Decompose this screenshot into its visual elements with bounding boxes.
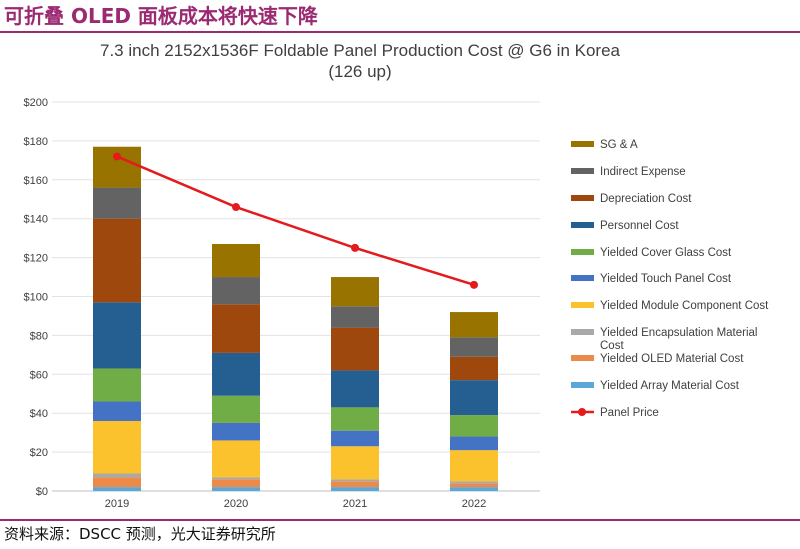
y-axis: $0 $20 $40 $60 $80 $100 $120 $140 $160 $180 $200 — [24, 97, 48, 498]
y-tick-label: $100 — [24, 292, 48, 304]
y-tick-label: $40 — [30, 408, 48, 420]
bar-segment — [212, 304, 260, 353]
chart-title: 7.3 inch 2152x1536F Foldable Panel Produ… — [99, 41, 621, 60]
legend-label: Yielded Cover Glass Cost — [600, 247, 732, 259]
y-tick-label: $20 — [30, 447, 48, 459]
bar-segment — [331, 487, 379, 491]
bar-segment — [212, 440, 260, 478]
line-point — [351, 243, 359, 252]
bar-segment — [212, 422, 260, 441]
bar-segment — [450, 487, 498, 491]
bar-segment — [93, 473, 141, 478]
source-footer: 资料来源：DSCC 预测，光大证券研究所 — [4, 525, 276, 543]
bar-segment — [212, 479, 260, 488]
legend-label: Panel Price — [600, 407, 659, 419]
legend-swatch — [571, 168, 594, 174]
bar-segment — [212, 477, 260, 480]
bar-segment — [450, 337, 498, 357]
bar-segment — [212, 277, 260, 305]
y-tick-label: $140 — [24, 214, 48, 226]
legend-swatch — [571, 141, 594, 147]
bar-segment — [93, 187, 141, 219]
bar-segment — [93, 477, 141, 488]
legend-label: Yielded Encapsulation Material Cost — [600, 327, 757, 352]
bar-segment — [212, 395, 260, 423]
bar-segment — [93, 420, 141, 474]
legend-label: Yielded OLED Material Cost — [600, 353, 744, 365]
y-tick-label: $60 — [30, 369, 48, 381]
bar-segment — [331, 430, 379, 447]
legend-label: SG & A — [600, 139, 638, 151]
bar-segment — [331, 327, 379, 371]
legend-label: Personnel Cost — [600, 220, 679, 232]
panel-price-line — [113, 152, 478, 289]
bar-segment — [331, 407, 379, 431]
bar-segment — [212, 487, 260, 491]
bar-segment — [450, 380, 498, 416]
bar-segment — [450, 450, 498, 482]
bar-segment — [450, 312, 498, 338]
legend-swatch — [571, 275, 594, 281]
legend-label: Yielded Module Component Cost — [600, 300, 769, 312]
legend-label: Indirect Expense — [600, 166, 686, 178]
bar-segment — [331, 370, 379, 408]
x-axis: 2019 2020 2021 2022 — [105, 498, 486, 510]
legend-swatch — [571, 355, 594, 361]
x-tick-label: 2022 — [462, 498, 486, 510]
legend-label: Yielded Array Material Cost — [600, 380, 740, 392]
bar-segment — [93, 487, 141, 491]
legend-swatch — [571, 222, 594, 228]
chart-title-block: 7.3 inch 2152x1536F Foldable Panel Produ… — [40, 40, 680, 82]
bar-segment — [450, 481, 498, 484]
bar-segment — [450, 415, 498, 437]
bar-segment — [331, 479, 379, 482]
line-point — [113, 152, 121, 161]
bar-segment — [212, 243, 260, 278]
y-tick-label: $160 — [24, 175, 48, 187]
legend-label: Yielded Touch Panel Cost — [600, 273, 732, 285]
bar-segment — [331, 446, 379, 480]
y-tick-label: $180 — [24, 136, 48, 148]
bar-segment — [450, 356, 498, 381]
top-rule — [0, 31, 800, 33]
legend-swatch-marker — [578, 408, 586, 416]
legend-swatch — [571, 249, 594, 255]
y-tick-label: $0 — [36, 486, 48, 498]
line-point — [470, 280, 478, 289]
bottom-rule — [0, 519, 800, 521]
bar-segment — [331, 277, 379, 307]
legend-swatch — [571, 329, 594, 335]
bar-segment — [450, 483, 498, 488]
bar-segment — [212, 352, 260, 396]
x-tick-label: 2020 — [224, 498, 248, 510]
bar-segment — [93, 401, 141, 421]
bar-segment — [450, 436, 498, 451]
legend-label: Depreciation Cost — [600, 193, 692, 205]
line-path — [116, 155, 475, 287]
y-tick-label: $200 — [24, 97, 48, 109]
headline: 可折叠 OLED 面板成本将快速下降 — [4, 4, 318, 28]
legend: SG & A Indirect Expense Depreciation Cost P… — [571, 139, 769, 419]
y-tick-label: $80 — [30, 330, 48, 342]
legend-swatch — [571, 302, 594, 308]
chart-subtitle: (126 up) — [328, 62, 392, 81]
bar-segment — [93, 368, 141, 402]
bar-segment — [93, 302, 141, 369]
bars — [93, 146, 498, 491]
y-tick-label: $120 — [24, 253, 48, 265]
bar-segment — [331, 306, 379, 328]
legend-swatch — [571, 382, 594, 388]
line-point — [232, 203, 240, 212]
bar-segment — [93, 218, 141, 303]
legend-swatch — [571, 195, 594, 201]
bar-segment — [331, 481, 379, 488]
x-tick-label: 2021 — [343, 498, 367, 510]
x-tick-label: 2019 — [105, 498, 129, 510]
